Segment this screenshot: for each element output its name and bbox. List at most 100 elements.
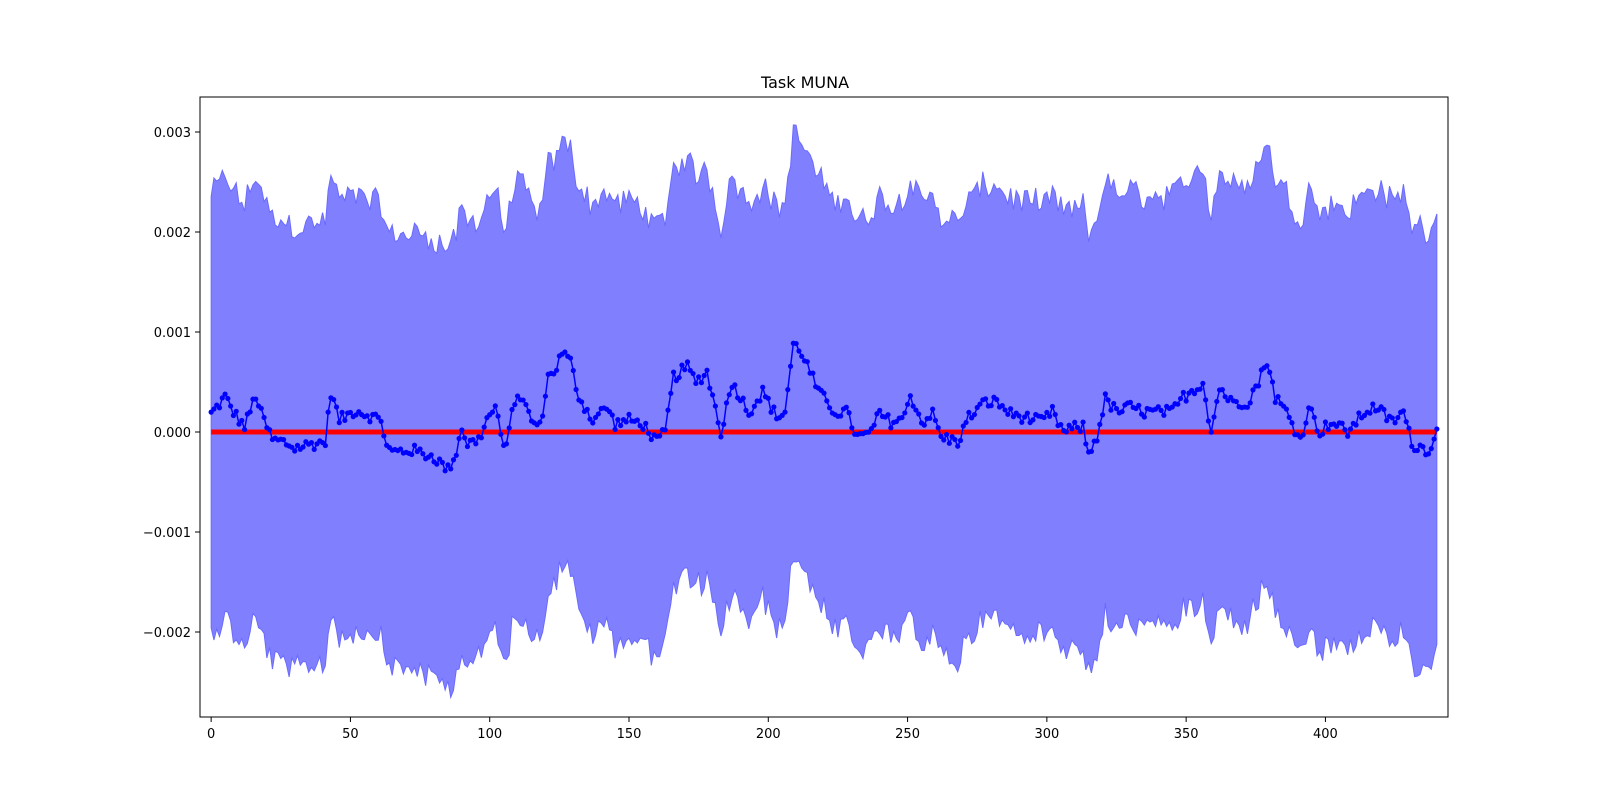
data-point [988, 403, 994, 409]
data-point [1203, 397, 1209, 403]
data-point [1414, 447, 1420, 454]
data-point [615, 417, 621, 423]
data-point [1345, 433, 1351, 439]
data-point [765, 395, 771, 401]
data-point [1080, 419, 1086, 425]
data-point [1308, 406, 1315, 412]
data-point [843, 404, 849, 410]
data-point [1005, 411, 1011, 417]
chart-title: Task MUNA [760, 73, 849, 92]
data-point [1158, 407, 1164, 413]
data-point [1370, 401, 1376, 407]
data-point [1105, 397, 1111, 403]
data-point [648, 436, 654, 443]
data-point [1083, 441, 1089, 447]
data-point [526, 408, 532, 414]
data-point [219, 395, 225, 401]
data-point [1175, 401, 1181, 407]
data-point [1214, 398, 1220, 405]
data-point [626, 411, 632, 417]
data-point [473, 441, 479, 447]
data-point [339, 409, 345, 415]
data-point [462, 435, 468, 441]
data-point [1019, 419, 1025, 425]
data-point [982, 396, 989, 402]
data-point [292, 448, 298, 454]
data-point [211, 406, 217, 412]
data-point [704, 367, 710, 373]
data-point [1222, 394, 1228, 400]
data-point [871, 422, 877, 428]
data-point [782, 409, 788, 415]
data-point [690, 370, 696, 377]
data-point [434, 461, 440, 467]
data-point [397, 446, 404, 452]
data-point [590, 420, 596, 426]
data-point [977, 401, 983, 407]
data-point [495, 413, 501, 419]
data-point [618, 422, 624, 429]
data-point [701, 372, 707, 379]
data-point [760, 384, 766, 390]
data-point [1077, 428, 1083, 434]
data-point [1247, 400, 1253, 406]
data-point [1431, 436, 1437, 442]
data-point [333, 404, 340, 410]
data-point [381, 433, 387, 439]
data-point [342, 417, 348, 423]
data-point [1233, 398, 1239, 405]
data-point [1010, 414, 1017, 420]
data-point [941, 437, 947, 443]
data-point [489, 409, 496, 415]
data-point [1275, 394, 1281, 400]
data-point [442, 468, 448, 474]
data-point [1141, 414, 1147, 420]
data-point [1381, 406, 1387, 413]
data-point [1108, 407, 1114, 413]
data-point [540, 413, 546, 419]
data-point [960, 423, 966, 429]
data-point [963, 419, 969, 426]
data-point [336, 420, 342, 426]
data-point [1088, 448, 1095, 454]
data-point [1197, 386, 1203, 392]
confidence-band [210, 124, 1438, 700]
data-point [1409, 443, 1415, 449]
data-point [1052, 411, 1058, 418]
data-point [579, 399, 585, 405]
data-point [785, 387, 791, 393]
data-point [715, 420, 721, 426]
data-point [1074, 424, 1081, 431]
data-point [448, 466, 454, 472]
data-point [1127, 399, 1134, 405]
data-point [793, 340, 799, 347]
data-point [1097, 421, 1103, 427]
data-point [456, 435, 462, 442]
data-point [838, 413, 844, 419]
data-point [634, 417, 640, 423]
data-point [453, 452, 459, 458]
data-point [726, 392, 732, 398]
data-point [757, 398, 763, 404]
data-point [428, 452, 434, 458]
data-point [637, 423, 643, 429]
data-point [1177, 395, 1184, 402]
data-point [1339, 420, 1345, 426]
data-point [1161, 412, 1167, 418]
data-point [542, 393, 549, 399]
data-point [478, 435, 484, 441]
data-point [1356, 410, 1362, 416]
data-point [587, 416, 593, 422]
data-point [1099, 412, 1106, 418]
data-point [946, 440, 952, 446]
x-tick-label: 400 [1313, 727, 1338, 742]
data-point [1021, 414, 1028, 420]
data-point [1205, 418, 1212, 424]
data-point [459, 427, 465, 433]
data-point [267, 427, 273, 433]
data-point [1389, 415, 1395, 421]
data-point [331, 396, 337, 403]
data-point [1406, 425, 1412, 431]
data-point [1314, 428, 1320, 434]
data-point [1016, 413, 1022, 419]
